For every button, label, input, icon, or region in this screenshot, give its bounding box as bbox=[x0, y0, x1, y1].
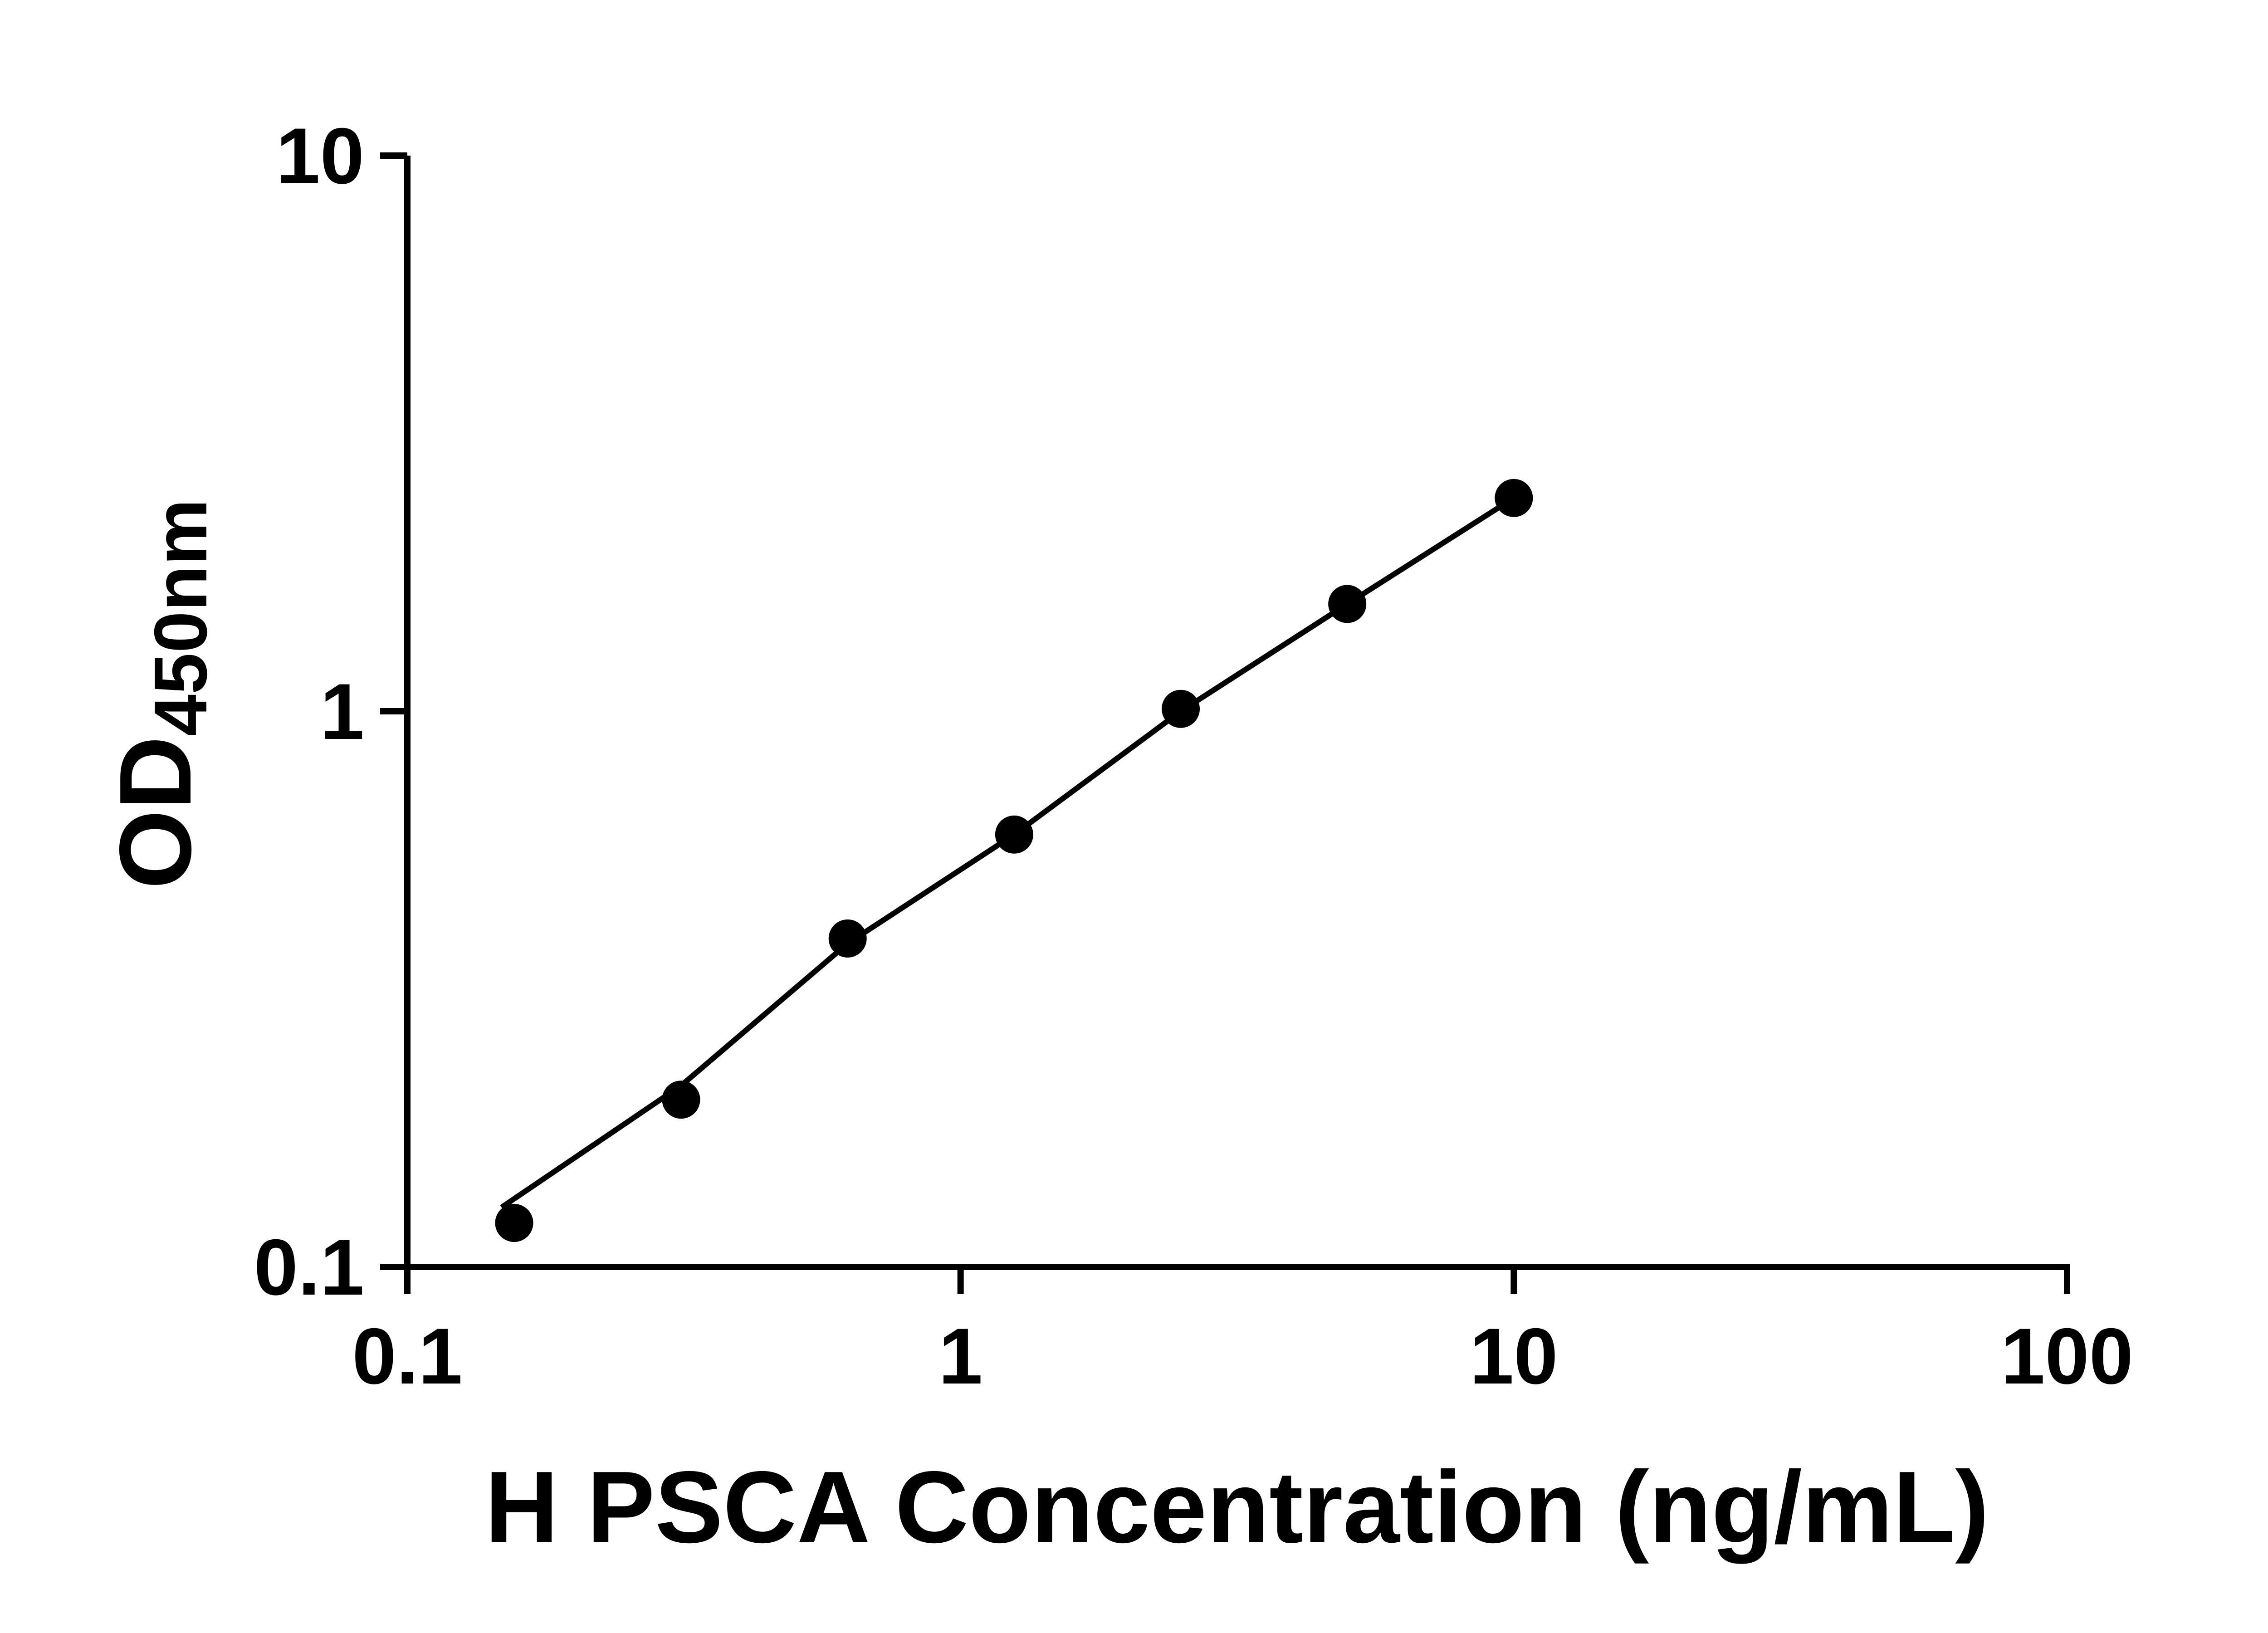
y-axis-tick-label: 1 bbox=[320, 668, 364, 756]
x-axis-title: H PSCA Concentration (ng/mL) bbox=[485, 1450, 1989, 1564]
data-point bbox=[1328, 585, 1367, 623]
data-point bbox=[495, 1204, 533, 1242]
y-axis-title: OD450nm bbox=[98, 499, 222, 889]
data-point bbox=[662, 1081, 700, 1119]
axes: 0.1 1 10 100 0.1 1 10 bbox=[254, 112, 2133, 1401]
x-axis-tick-label: 10 bbox=[1470, 1312, 1558, 1401]
y-axis-tick-label: 0.1 bbox=[254, 1223, 364, 1312]
x-axis-tick-label: 100 bbox=[2001, 1312, 2133, 1401]
y-axis-title-main: OD bbox=[98, 736, 212, 890]
x-axis-tick-label: 0.1 bbox=[352, 1312, 462, 1401]
data-series bbox=[495, 479, 1533, 1242]
y-axis-tick-label: 10 bbox=[276, 112, 364, 200]
y-axis-title-subscript: 450nm bbox=[139, 499, 222, 736]
data-point bbox=[1162, 689, 1200, 728]
x-axis-tick-label: 1 bbox=[938, 1312, 982, 1401]
data-point bbox=[828, 919, 867, 958]
data-point bbox=[995, 815, 1033, 854]
data-point bbox=[1495, 479, 1533, 517]
